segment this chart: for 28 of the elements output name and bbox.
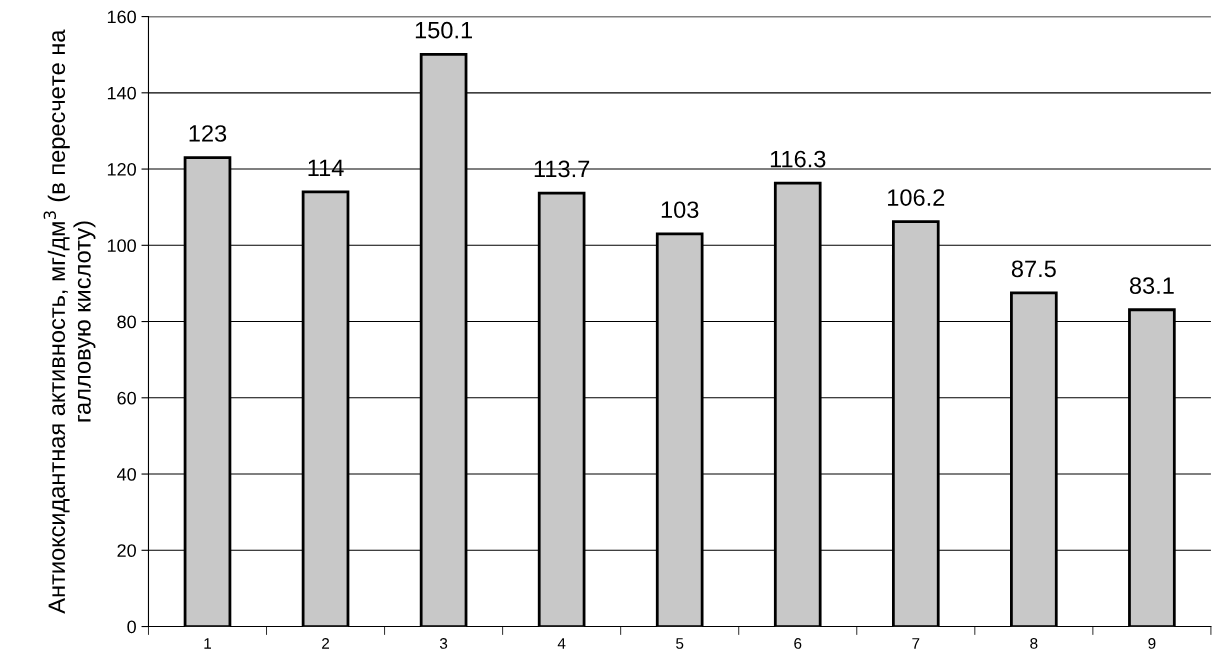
y-tick-label: 20 (117, 544, 136, 558)
x-tick-label: 6 (794, 638, 802, 649)
data-label: 114 (308, 159, 344, 176)
x-tick-label: 4 (557, 638, 566, 649)
data-label: 87.5 (1011, 260, 1056, 278)
x-tick-label: 7 (912, 638, 920, 649)
x-tick-label: 5 (676, 638, 684, 649)
x-tick-label: 2 (322, 638, 330, 649)
y-tick-label: 100 (107, 239, 136, 253)
y-tick-label: 0 (127, 620, 136, 634)
y-axis-title: Антиоксидантная активность, мг/дм$^{3}$ (в пересчете на галловую кислоту) (43, 29, 96, 614)
x-tick-label: 3 (439, 638, 448, 649)
x-tick-label: 8 (1030, 638, 1038, 649)
data-label: 116.3 (770, 150, 826, 168)
y-tick-label: 140 (107, 86, 136, 100)
data-label: 106.2 (888, 189, 945, 206)
x-tick-label: 9 (1148, 638, 1156, 649)
y-tick-label: 60 (117, 391, 136, 405)
x-tick-label: 1 (204, 638, 211, 649)
data-label: 83.1 (1129, 277, 1174, 294)
y-tick-label: 120 (107, 163, 136, 176)
data-label: 113.7 (534, 160, 590, 178)
y-tick-label: 40 (117, 467, 136, 481)
y-tick-label: 160 (107, 10, 136, 24)
data-label: 103 (661, 201, 699, 219)
y-tick-label: 80 (117, 315, 136, 329)
data-label: 123 (189, 125, 227, 142)
data-label: 150.1 (415, 21, 472, 39)
